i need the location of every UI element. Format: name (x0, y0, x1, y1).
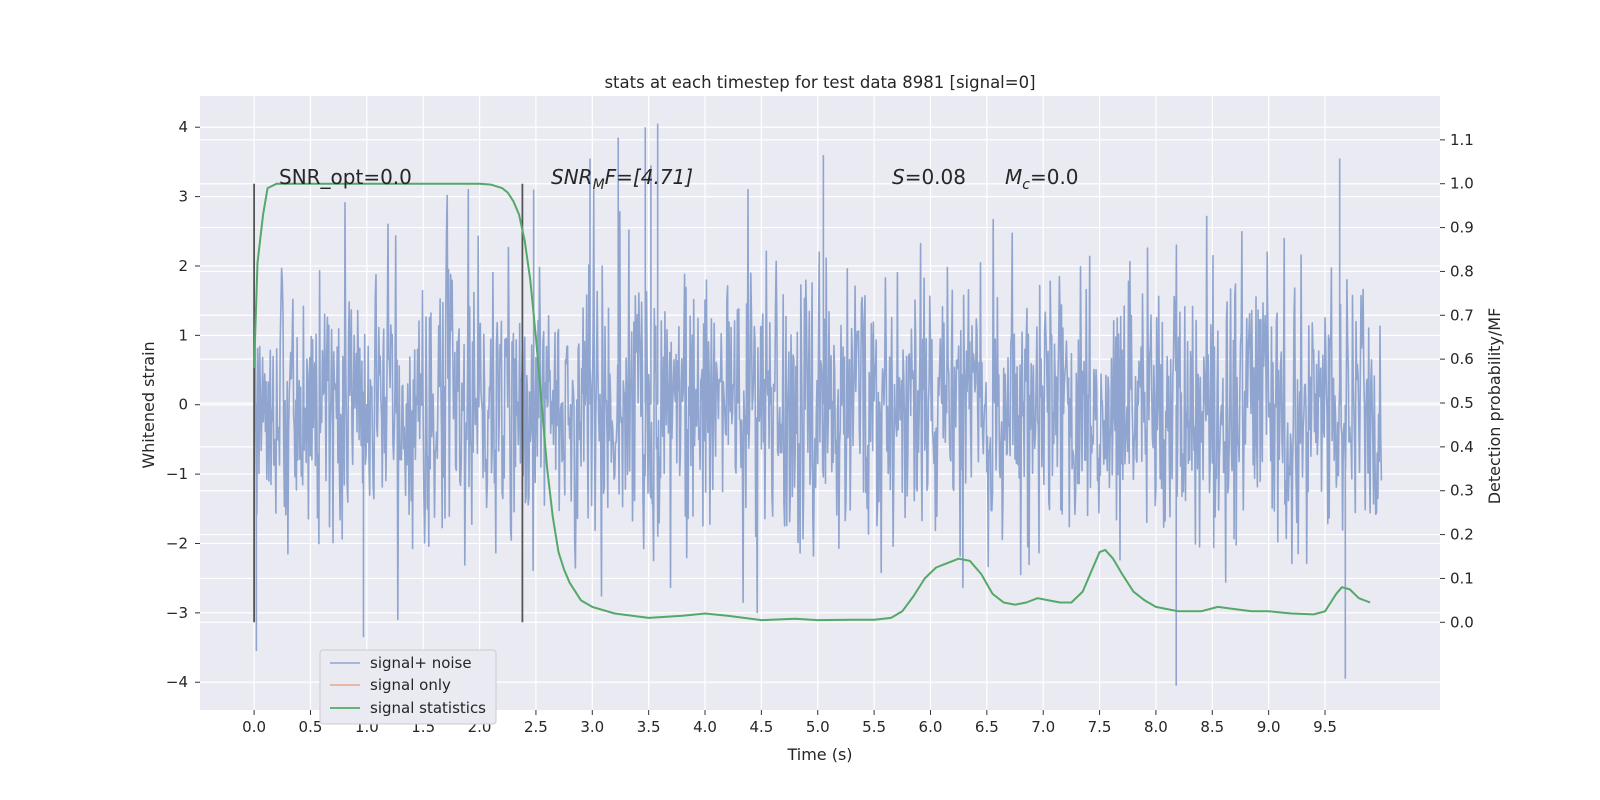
x-tick-label: 8.0 (1144, 718, 1168, 736)
x-tick-label: 4.5 (749, 718, 773, 736)
x-tick-label: 6.5 (975, 718, 999, 736)
x-tick-label: 7.0 (1031, 718, 1055, 736)
y-right-tick-label: 0.3 (1450, 482, 1474, 500)
legend: signal+ noise signal only signal statist… (319, 649, 497, 725)
x-tick-label: 7.5 (1088, 718, 1112, 736)
x-tick-label: 3.5 (637, 718, 661, 736)
x-tick-label: 9.0 (1257, 718, 1281, 736)
legend-label-signal-noise: signal+ noise (370, 654, 472, 672)
y-right-tick-label: 0.4 (1450, 438, 1474, 456)
y-tick-label: 2 (178, 257, 188, 275)
y-right-tick-label: 0.8 (1450, 262, 1474, 280)
annotation-snr-opt: SNR_opt=0.0 (279, 165, 412, 189)
y-axis-label: Whitened strain (139, 341, 158, 468)
x-tick-label: 3.0 (580, 718, 604, 736)
annotation-snr-mf: SNRMF=[4.71] (551, 165, 693, 193)
noise-series (253, 123, 1383, 686)
statistics-series (253, 182, 1371, 622)
x-tick-label: 8.5 (1200, 718, 1224, 736)
y-tick-label: 1 (178, 326, 188, 344)
x-axis-label: Time (s) (786, 745, 852, 764)
y-right-tick-label: 0.0 (1450, 613, 1474, 631)
series-line-signal-statistics (253, 182, 1371, 622)
x-tick-label: 5.5 (862, 718, 886, 736)
x-tick-label: 4.0 (693, 718, 717, 736)
annotation-mc: Mc=0.0 (1005, 165, 1079, 193)
legend-label-signal-only: signal only (370, 676, 451, 694)
chart-title: stats at each timestep for test data 898… (604, 73, 1035, 92)
x-tick-label: 6.0 (919, 718, 943, 736)
vertical-markers (253, 183, 524, 623)
y-right-tick-label: 0.1 (1450, 569, 1474, 587)
y-right-tick-label: 0.6 (1450, 350, 1474, 368)
x-tick-label: 5.0 (806, 718, 830, 736)
y-tick-label: −2 (166, 534, 188, 552)
y-right-axis-label: Detection probability/MF (1485, 308, 1504, 505)
y-right-tick-label: 0.2 (1450, 526, 1474, 544)
x-tick-label: 0.0 (242, 718, 266, 736)
y-right-tick-label: 0.5 (1450, 394, 1474, 412)
y-tick-label: −3 (166, 604, 188, 622)
tick-labels: 0.0 0.5 1.0 1.5 2.0 2.5 3.0 3.5 4.0 4.5 5.0 5.5 6.0 6… (166, 118, 1474, 736)
y-right-tick-label: 0.9 (1450, 219, 1474, 237)
legend-box (319, 649, 497, 725)
x-tick-label: 2.5 (524, 718, 548, 736)
y-tick-label: 4 (178, 118, 188, 136)
x-tick-label: 0.5 (299, 718, 323, 736)
y-tick-label: 3 (178, 188, 188, 206)
y-tick-label: −1 (166, 465, 188, 483)
y-right-tick-label: 1.1 (1450, 131, 1474, 149)
annotation-s: S=0.08 (892, 165, 966, 189)
x-tick-label: 9.5 (1313, 718, 1337, 736)
y-tick-label: 0 (178, 396, 188, 414)
y-right-tick-label: 0.7 (1450, 306, 1474, 324)
legend-label-signal-statistics: signal statistics (370, 699, 486, 717)
y-tick-label: −4 (166, 673, 188, 691)
series-line-signal-noise (253, 188, 1383, 621)
y-right-tick-label: 1.0 (1450, 175, 1474, 193)
